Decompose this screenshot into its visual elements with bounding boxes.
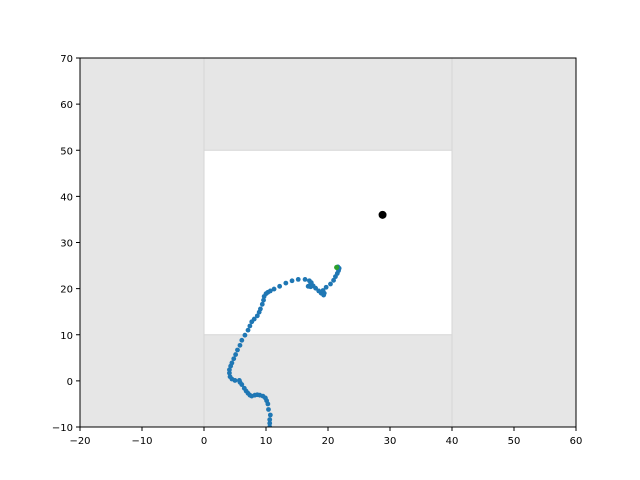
y-tick-label: 10 xyxy=(60,331,73,342)
y-tick-label: 40 xyxy=(60,192,73,203)
target-point xyxy=(378,210,387,219)
path-point xyxy=(267,420,273,426)
path-point xyxy=(237,342,243,348)
path-point xyxy=(241,385,247,391)
y-tick-label: 70 xyxy=(60,54,73,65)
path-point xyxy=(302,277,308,282)
path-series xyxy=(227,264,342,427)
start-point xyxy=(334,264,340,271)
path-point xyxy=(247,323,253,329)
y-tick-label: −10 xyxy=(52,423,73,434)
path-point xyxy=(235,347,240,353)
path-point xyxy=(261,297,266,303)
x-tick-label: −10 xyxy=(131,436,152,447)
path-point xyxy=(251,316,257,322)
path-point xyxy=(267,288,273,294)
x-tick-label: 10 xyxy=(260,436,273,447)
path-point xyxy=(277,283,283,289)
boundary-lines xyxy=(203,58,453,427)
path-point xyxy=(227,367,232,373)
y-tick-label: 20 xyxy=(60,285,73,296)
axes: −20 −10 0 10 20 30 40 50 60 −10 0 10 20 30 40 50 60 70 xyxy=(52,54,582,447)
y-tick-label: 30 xyxy=(60,239,73,250)
path-point xyxy=(271,286,277,292)
x-tick-label: 20 xyxy=(322,436,335,447)
x-tick-label: −20 xyxy=(69,436,90,447)
markers xyxy=(334,210,387,271)
x-tick-label: 30 xyxy=(384,436,397,447)
path-point xyxy=(233,352,239,357)
path-point xyxy=(254,313,260,319)
path-point xyxy=(267,412,273,418)
x-tick-label: 40 xyxy=(446,436,459,447)
path-point xyxy=(231,356,237,362)
path-point xyxy=(229,360,235,366)
path-point xyxy=(313,285,318,291)
path-point xyxy=(239,337,245,343)
x-tick-label: 60 xyxy=(570,436,583,447)
x-tick-label: 50 xyxy=(508,436,521,447)
path-point xyxy=(295,277,301,282)
path-point xyxy=(323,284,329,290)
path-point xyxy=(245,327,251,333)
path-point xyxy=(328,281,333,287)
path-point xyxy=(289,278,295,284)
y-tick-label: 0 xyxy=(67,377,73,388)
path-point xyxy=(258,306,263,312)
path-point xyxy=(283,280,289,286)
path-point xyxy=(267,417,273,423)
path-point xyxy=(331,277,336,283)
path-point xyxy=(320,288,326,293)
path-point xyxy=(227,374,233,380)
free-area xyxy=(204,150,452,335)
plot-area xyxy=(80,58,576,427)
y-tick-label: 60 xyxy=(60,100,73,111)
x-tick-label: 0 xyxy=(201,436,207,447)
path-point xyxy=(259,301,265,307)
path-point xyxy=(236,378,242,383)
y-tick-label: 50 xyxy=(60,146,73,157)
path-point xyxy=(266,407,271,412)
path-point xyxy=(242,332,248,338)
